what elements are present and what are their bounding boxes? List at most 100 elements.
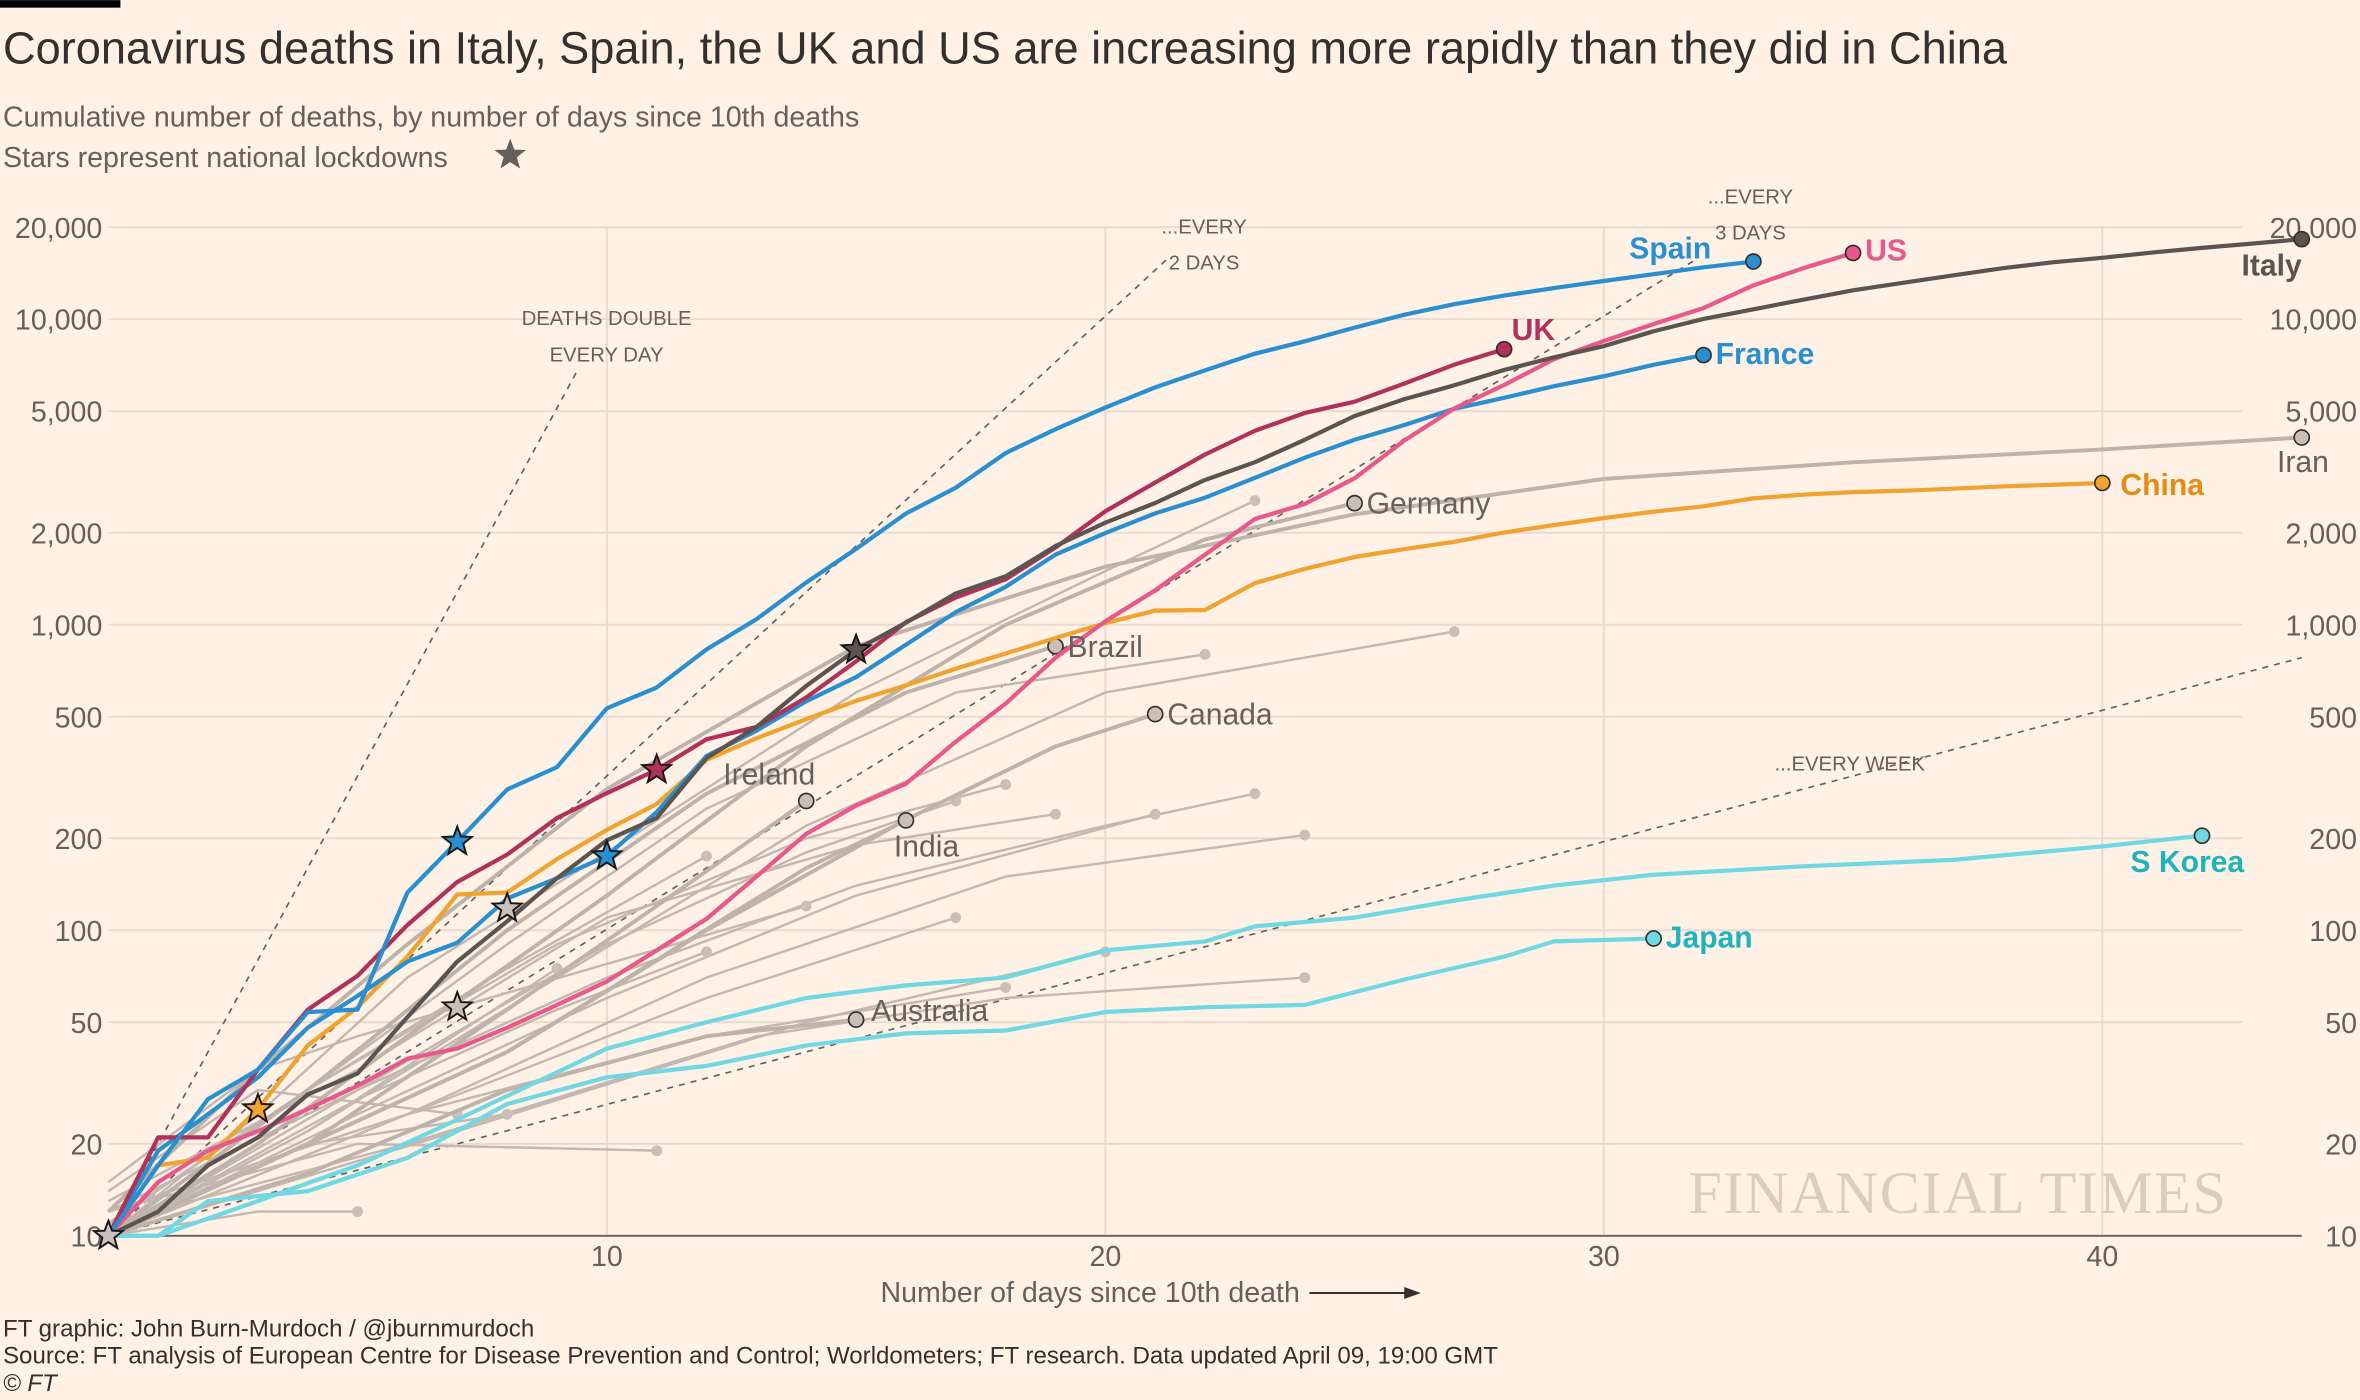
other-country-line (108, 950, 1106, 1237)
other-country-end-dot (1149, 808, 1161, 820)
y-tick-label-left: 10,000 (15, 305, 102, 337)
series-label-ireland: Ireland (723, 758, 815, 791)
series-label-italy: Italy (2242, 249, 2302, 282)
x-tick-label: 10 (591, 1241, 623, 1273)
other-country-end-dot (1249, 495, 1261, 506)
lockdown-star-icon (440, 823, 475, 857)
other-country-end-dot (1299, 972, 1311, 984)
other-country-end-dot (1000, 779, 1012, 790)
series-label-australia: Australia (871, 995, 988, 1028)
other-country-end-dot (1199, 648, 1211, 660)
series-label-china: China (2120, 469, 2204, 502)
series-label-france: France (1716, 338, 1815, 371)
other-country-line (107, 950, 707, 1237)
other-country-end-dot (701, 850, 712, 862)
y-tick-label-right: 200 (2309, 824, 2357, 856)
series-end-dot-spain (1745, 253, 1762, 270)
series-labels: Iran Germany Brazil Canada Ireland India Austr… (723, 233, 2329, 1029)
other-country-end-dot (1448, 626, 1460, 637)
series-label-us: US (1865, 234, 1907, 267)
y-tick-label-left: 100 (55, 916, 103, 948)
series-line-india (107, 818, 907, 1238)
series-end-dot-iran (2293, 429, 2311, 446)
series-end-dot-s-korea (2193, 827, 2211, 845)
lockdown-star-icon (440, 989, 475, 1022)
y-tick-label-left: 20 (71, 1129, 103, 1161)
other-country-line (108, 1142, 657, 1213)
other-country-end-dot (800, 900, 812, 912)
series-label-germany: Germany (1367, 488, 1491, 521)
highlighted-countries (106, 230, 2311, 1238)
series-label-brazil: Brazil (1068, 631, 1143, 664)
reference-line-label: ...EVERY (1161, 216, 1247, 238)
star-icon-shape (494, 138, 527, 169)
series-line-germany (107, 501, 1356, 1238)
ft-logo-watermark: FINANCIAL TIMES (1688, 1160, 2227, 1227)
lockdown-star-icon (639, 751, 674, 785)
series-end-dot-canada (1146, 705, 1164, 723)
footer-copyright: © FT (3, 1370, 59, 1397)
footer-source: Source: FT analysis of European Centre f… (3, 1343, 1498, 1370)
y-tick-label-right: 500 (2309, 702, 2357, 734)
y-tick-label-right: 20 (2325, 1129, 2357, 1161)
series-line-italy (107, 237, 2302, 1238)
other-country-end-dot (950, 912, 962, 924)
y-tick-label-left: 200 (55, 824, 103, 856)
series-end-dot-china (2093, 474, 2111, 492)
series-line-iran (107, 435, 2302, 1214)
series-end-dot-ireland (797, 792, 815, 810)
other-country-line (107, 812, 1156, 1237)
lockdown-star-icon (839, 632, 874, 665)
series-end-dot-japan (1645, 930, 1663, 947)
series-label-canada: Canada (1167, 699, 1273, 732)
x-tick-label: 20 (1089, 1241, 1121, 1273)
series-end-dot-australia (847, 1011, 865, 1028)
other-country-end-dot (651, 1145, 663, 1157)
series-label-india: India (894, 830, 960, 863)
other-country-line (108, 1210, 358, 1238)
chart-subtitle: Cumulative number of deaths, by number o… (3, 102, 859, 134)
reference-line-label: EVERY DAY (550, 344, 664, 366)
y-tick-label-right: 1,000 (2285, 610, 2357, 642)
reference-line-label: 3 DAYS (1715, 222, 1786, 244)
series-label-japan: Japan (1666, 922, 1753, 955)
star-icon (494, 138, 527, 169)
y-tick-label-right: 2,000 (2285, 518, 2357, 550)
reference-line-label: 2 DAYS (1169, 253, 1240, 275)
chart-title: Coronavirus deaths in Italy, Spain, the … (3, 22, 2008, 73)
y-tick-label-right: 10,000 (2270, 305, 2357, 337)
series-end-dot-us (1844, 244, 1862, 262)
reference-line-label: ...EVERY (1708, 186, 1794, 208)
other-country-line (107, 904, 807, 1184)
x-axis-label: Number of days since 10th death (880, 1277, 1299, 1309)
series-line-s-korea (108, 833, 2203, 1238)
series-line-spain (106, 259, 1754, 1238)
y-tick-label-left: 5,000 (31, 397, 103, 429)
other-country-line (107, 783, 1007, 1225)
series-line-australia (107, 1017, 857, 1238)
x-axis-arrow-icon (1309, 1286, 1421, 1300)
other-country-end-dot (352, 1206, 364, 1218)
series-line-france (106, 352, 1704, 1237)
series-label-iran: Iran (2277, 446, 2329, 479)
y-tick-label-right: 5,000 (2285, 397, 2357, 429)
footer-credit: FT graphic: John Burn-Murdoch / @jburnmu… (3, 1316, 534, 1343)
y-tick-label-left: 2,000 (31, 518, 103, 550)
y-tick-label-left: 10 (71, 1221, 103, 1253)
reference-line-label: ...EVERY WEEK (1775, 754, 1926, 776)
lockdown-star-icon (240, 1091, 275, 1124)
chart-subtitle-lockdowns: Stars represent national lockdowns (3, 142, 448, 174)
series-line-uk (106, 347, 1505, 1237)
series-label-s-korea: S Korea (2130, 846, 2244, 879)
other-country-line (107, 967, 558, 1237)
series-end-dot-uk (1495, 340, 1513, 358)
other-country-line (107, 916, 957, 1237)
series-line-japan (108, 936, 1654, 1238)
reference-line-doubling (108, 656, 2302, 1237)
reference-line-label: DEATHS DOUBLE (522, 308, 692, 330)
series-end-dot-india (897, 811, 915, 829)
x-tick-label: 30 (1588, 1241, 1620, 1273)
series-label-spain: Spain (1629, 233, 1711, 266)
